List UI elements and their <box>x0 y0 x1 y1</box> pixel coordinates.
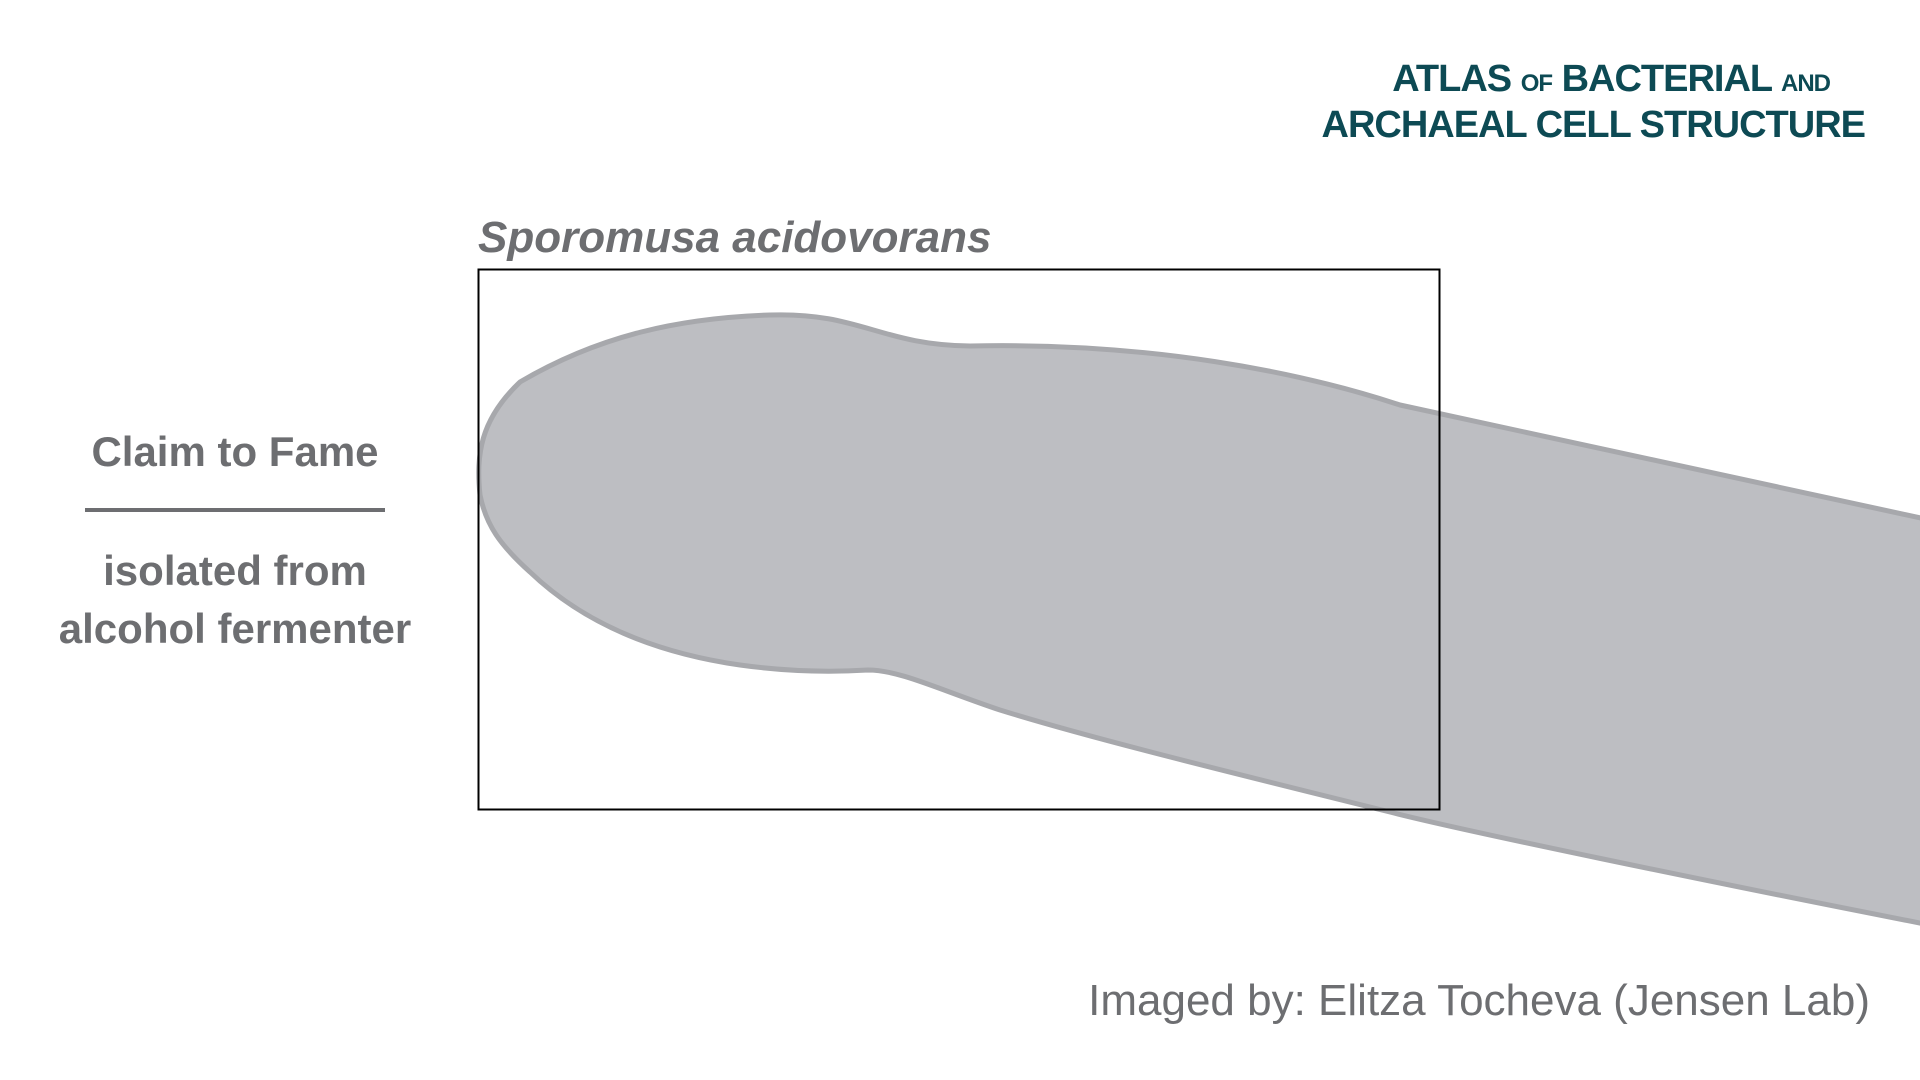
logo-word-of: OF <box>1520 70 1553 97</box>
claim-to-fame-line-1: isolated from <box>103 547 367 594</box>
logo-word-atlas: ATLAS <box>1392 58 1512 100</box>
atlas-logo: ATLAS OF BACTERIAL AND ARCHAEAL CELL STR… <box>1322 60 1866 150</box>
claim-to-fame-divider <box>85 508 385 512</box>
claim-to-fame-heading: Claim to Fame <box>91 428 379 475</box>
logo-word-bacterial: BACTERIAL <box>1561 58 1773 100</box>
image-credit: Imaged by: Elitza Tocheva (Jensen Lab) <box>1088 976 1870 1025</box>
logo-line-2: ARCHAEAL CELL STRUCTURE <box>1321 104 1866 146</box>
zoom-frame <box>477 268 1441 811</box>
bacterial-cell-shape <box>476 312 1920 926</box>
claim-to-fame-text: isolated from alcohol fermenter <box>30 542 440 658</box>
claim-to-fame-line-2: alcohol fermenter <box>58 605 412 652</box>
species-title: Sporomusa acidovorans <box>478 213 992 262</box>
logo-line-1: ATLAS OF BACTERIAL AND <box>1392 58 1831 100</box>
logo-word-and: AND <box>1781 70 1831 97</box>
